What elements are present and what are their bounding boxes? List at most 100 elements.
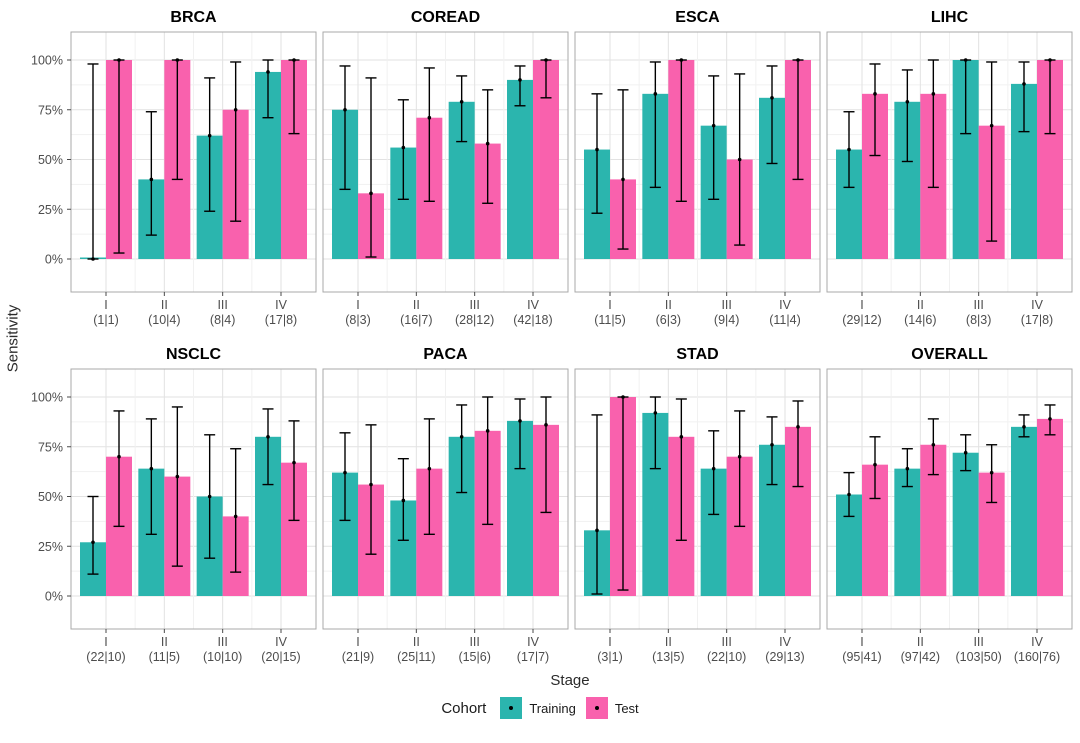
y-tick-label: 75% (38, 103, 63, 117)
x-tick-stage: IV (275, 298, 287, 312)
point-estimate (989, 470, 994, 475)
point-estimate (266, 70, 270, 74)
x-tick-count: (13|5) (652, 650, 684, 664)
facet-plot-overall: OVERALL I(95|41) II(97|42) III(103|50) IV(16… (826, 346, 1073, 664)
x-tick-count: (103|50) (955, 650, 1001, 664)
x-tick-stage: II (413, 635, 420, 649)
errorbar-training (397, 99, 409, 201)
point-estimate (459, 99, 464, 104)
errorbar-test (230, 61, 242, 222)
errorbar-training (339, 432, 351, 522)
facet-title: COREAD (411, 9, 480, 26)
x-tick-stage: II (917, 635, 924, 649)
x-tick-stage: II (161, 635, 168, 649)
point-estimate (847, 147, 851, 152)
bar-training (507, 79, 533, 260)
errorbar-training (514, 398, 526, 470)
point-estimate (292, 58, 296, 62)
errorbar-test (986, 444, 998, 504)
facet-title: ESCA (675, 9, 720, 26)
x-tick-count: (1|1) (93, 313, 118, 327)
bar-training (1011, 426, 1037, 596)
point-estimate (401, 145, 406, 150)
x-tick-count: (11|5) (149, 650, 181, 664)
x-tick-count: (11|4) (769, 313, 801, 327)
point-estimate (485, 141, 490, 146)
y-tick-label: 75% (38, 440, 63, 454)
legend-label-test: Test (614, 700, 639, 716)
errorbar-test (540, 396, 552, 514)
point-estimate (427, 466, 432, 471)
bar-training (894, 468, 921, 596)
x-tick-stage: II (665, 298, 672, 312)
x-tick-count: (10|4) (148, 313, 180, 327)
errorbar-test (734, 410, 746, 528)
x-axis-title: Stage (550, 672, 590, 689)
point-estimate (266, 435, 270, 439)
errorbar-training (649, 396, 661, 470)
x-tick-stage: III (217, 298, 227, 312)
point-estimate (459, 435, 464, 439)
errorbar-training (591, 414, 603, 595)
errorbar-test (113, 410, 125, 528)
bar-training (952, 452, 979, 596)
x-tick-count: (22|10) (707, 650, 746, 664)
errorbar-training (960, 58, 972, 135)
errorbar-training (591, 93, 603, 214)
x-tick-stage: I (860, 635, 863, 649)
errorbar-test (365, 424, 377, 555)
errorbar-training (708, 75, 720, 201)
point-estimate (679, 58, 684, 62)
y-axis-title: Sensitivity (4, 304, 22, 372)
point-estimate (343, 107, 347, 112)
errorbar-training (339, 65, 351, 191)
point-estimate (343, 470, 347, 475)
facet-esca: ESCA I (11|5) II (6|3) III (9|4) IV (11|4) (573, 6, 823, 333)
point-estimate (207, 133, 212, 138)
point-estimate (770, 96, 774, 100)
point-estimate (873, 92, 877, 96)
legend-label-training: Training (529, 700, 576, 716)
errorbar-test (675, 58, 687, 202)
errorbar-test (1044, 58, 1056, 135)
point-estimate (427, 115, 432, 120)
x-tick-stage: II (917, 298, 924, 312)
point-estimate (796, 58, 800, 62)
point-estimate (1048, 417, 1052, 421)
facet-title: LIHC (931, 9, 969, 26)
point-estimate (905, 466, 910, 471)
x-tick-count: (8|3) (966, 313, 991, 327)
errorbar-test (423, 67, 435, 202)
errorbar-test (675, 398, 687, 541)
x-tick-count: (160|76) (1014, 650, 1060, 664)
x-tick-stage: I (356, 298, 359, 312)
x-tick-count: (17|8) (265, 313, 297, 327)
facet-overall: OVERALL I (95|41) II (97|42) III (103|50) IV (16… (825, 343, 1075, 670)
point-estimate (711, 123, 716, 128)
point-estimate (233, 514, 238, 519)
x-tick-stage: III (469, 635, 479, 649)
point-estimate (91, 540, 95, 545)
errorbar-test (288, 58, 300, 135)
y-tick-label: 0% (45, 590, 63, 604)
x-tick-count: (8|3) (345, 313, 370, 327)
bar-test (1037, 418, 1063, 596)
x-tick-count: (6|3) (656, 313, 681, 327)
point-estimate (963, 450, 968, 455)
x-tick-stage: I (104, 298, 107, 312)
y-tick-label: 0% (45, 253, 63, 267)
facet-paca: PACA I (21|9) II (25|11) III (15|6) IV (17|7) (321, 343, 571, 670)
facet-plot-stad: STAD I(3|1) II(13|5) III(22|10) IV(29|13) (574, 346, 821, 664)
errorbar-training (456, 75, 468, 143)
errorbar-test (288, 420, 300, 522)
facet-coread: COREAD I (8|3) II (16|7) III (28|12) IV (42|18) (321, 6, 571, 333)
errorbar-test (927, 418, 939, 476)
x-tick-count: (25|11) (397, 650, 435, 664)
facet-stad: STAD I (3|1) II (13|5) III (22|10) IV (29|13) (573, 343, 823, 670)
x-tick-stage: III (973, 635, 983, 649)
point-estimate (369, 191, 373, 196)
point-estimate (595, 528, 599, 533)
point-estimate (369, 482, 373, 487)
point-estimate (544, 423, 548, 427)
point-estimate (544, 58, 548, 62)
